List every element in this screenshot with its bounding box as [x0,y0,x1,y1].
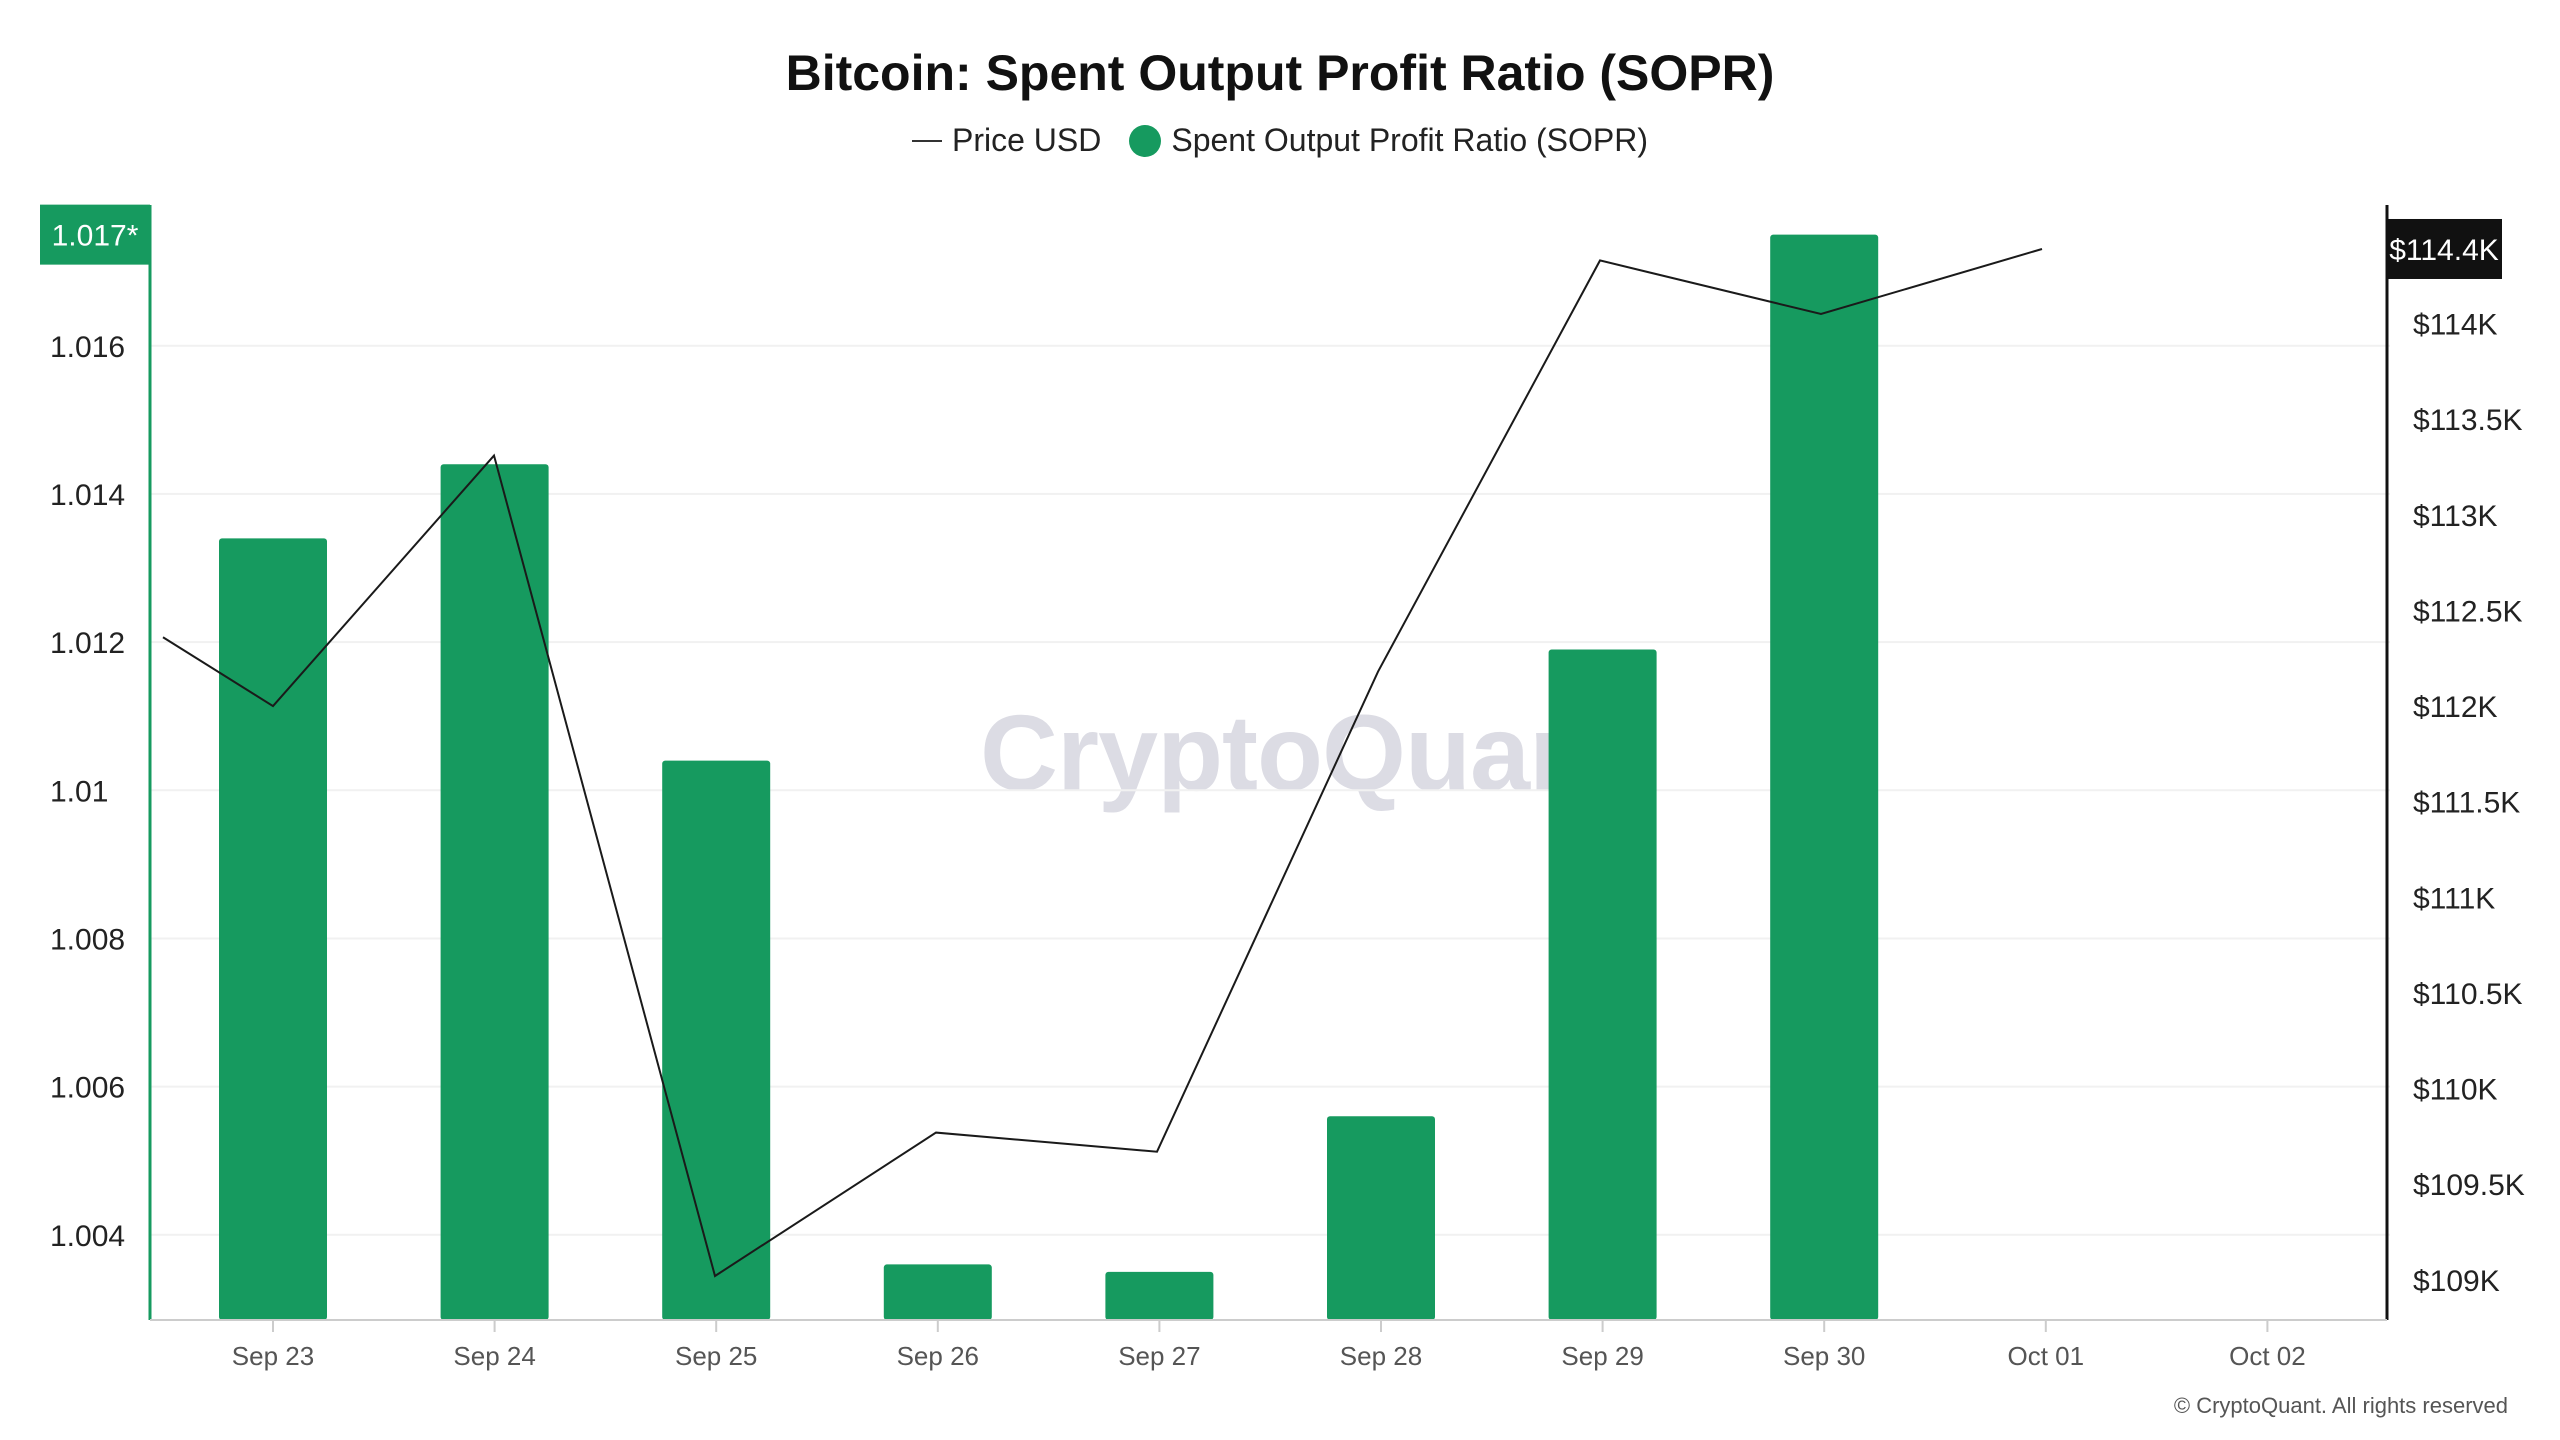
y-right-tick-label: $112.5K [2413,595,2523,628]
y-left-tick-label: 1.01 [50,775,108,808]
legend-price-label: Price USD [952,122,1102,158]
watermark: CryptoQuant [980,692,1630,813]
price-line [162,248,2043,1278]
bar-series [219,234,1879,1321]
x-tick-label: Oct 02 [2229,1341,2306,1371]
x-tick-label: Oct 01 [2008,1341,2085,1371]
sopr-bar [1105,1271,1214,1320]
x-tick-label: Sep 28 [1340,1341,1422,1371]
x-tick-label: Sep 23 [232,1341,314,1371]
sopr-bar [883,1264,992,1320]
y-right-tick-label: $109K [2413,1265,2500,1298]
price-line-series [162,248,2043,1278]
y-right-tick-label: $110.5K [2413,978,2523,1011]
sopr-bar [1770,234,1879,1321]
y-left-tick-label: 1.008 [50,923,125,956]
y-left-tick-label: 1.004 [50,1220,125,1253]
y-left-tick-label: 1.014 [50,479,125,512]
legend-dot-swatch [1129,124,1162,157]
y-left-tick-label: 1.016 [50,331,125,364]
axes [148,205,2389,1332]
sopr-bar [662,760,771,1320]
legend-item-price[interactable]: Price USD [912,122,1101,159]
left-value-marker-label: 1.017* [52,220,139,253]
legend-sopr-label: Spent Output Profit Ratio (SOPR) [1171,122,1648,158]
y-right-tick-label: $113K [2413,500,2498,533]
sopr-bar [219,538,327,1320]
sopr-bar [1548,649,1657,1320]
sopr-bar [1327,1116,1435,1320]
value-markers: 1.017* $114.4K [40,204,2502,279]
chart-title: Bitcoin: Spent Output Profit Ratio (SOPR… [785,45,1775,101]
right-value-marker-label: $114.4K [2389,234,2499,267]
y-right-tick-label: $109.5K [2413,1169,2525,1202]
x-tick-label: Sep 24 [453,1341,535,1371]
left-value-marker [40,204,150,265]
legend-item-sopr[interactable]: Spent Output Profit Ratio (SOPR) [1129,122,1648,159]
x-tick-label: Sep 29 [1561,1341,1643,1371]
y-right-tick-label: $112K [2413,691,2498,724]
right-value-marker [2387,218,2502,279]
sopr-bar [440,464,549,1320]
tick-labels: 1.004 1.006 1.008 1.01 1.012 1.014 1.016 $109K $… [50,309,2525,1371]
y-right-tick-label: $111.5K [2413,787,2520,820]
x-tick-label: Sep 27 [1118,1341,1200,1371]
y-right-tick-label: $111K [2413,882,2495,915]
y-left-tick-label: 1.006 [50,1072,125,1105]
copyright-notice: © CryptoQuant. All rights reserved [2173,1393,2508,1418]
y-right-tick-label: $113.5K [2413,404,2523,437]
x-tick-label: Sep 26 [897,1341,979,1371]
x-tick-label: Sep 25 [675,1341,757,1371]
legend: Price USD Spent Output Profit Ratio (SOP… [0,122,2560,159]
legend-line-swatch [912,139,942,142]
y-right-tick-label: $114K [2413,309,2498,342]
y-right-tick-label: $110K [2413,1074,2498,1107]
x-tick-label: Sep 30 [1783,1341,1865,1371]
y-left-tick-label: 1.012 [50,627,125,660]
